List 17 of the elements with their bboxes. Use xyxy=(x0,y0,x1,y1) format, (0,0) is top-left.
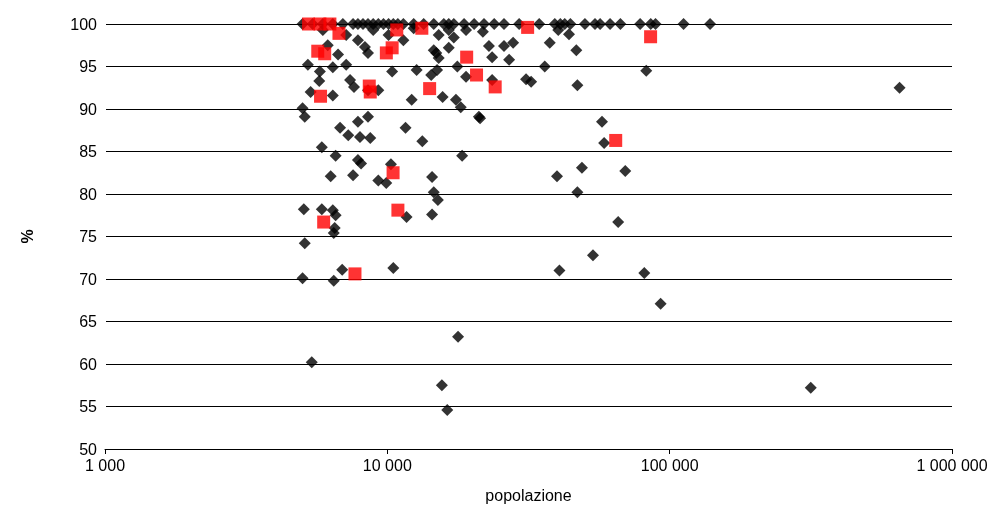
y-tick-label: 85 xyxy=(79,143,98,160)
y-tick-label: 50 xyxy=(79,440,98,458)
y-axis-title: % xyxy=(18,229,36,244)
y-tick-label: 55 xyxy=(79,398,98,415)
y-tick-label: 65 xyxy=(79,313,98,330)
x-tick-label: 1 000 xyxy=(84,456,126,474)
x-tick-label: 1 000 000 xyxy=(916,456,988,474)
y-tick-label: 80 xyxy=(79,185,98,203)
y-tick-label: 100 xyxy=(70,15,98,33)
y-tick-label: 90 xyxy=(79,100,98,118)
y-tick-label: 70 xyxy=(79,270,98,288)
y-tick-label: 95 xyxy=(79,58,98,75)
y-tick-label: 75 xyxy=(79,228,98,245)
x-tick-label: 10 000 xyxy=(362,456,412,474)
x-tick-label: 100 000 xyxy=(640,456,699,474)
y-tick-label: 60 xyxy=(79,355,98,373)
x-axis-title: popolazione xyxy=(485,486,572,504)
